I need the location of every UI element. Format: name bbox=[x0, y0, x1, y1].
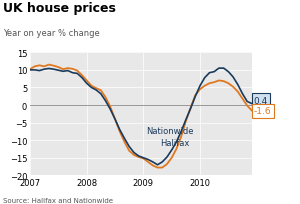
Text: Source: Halifax and Nationwide: Source: Halifax and Nationwide bbox=[3, 197, 113, 203]
Text: Nationwide: Nationwide bbox=[146, 126, 194, 135]
Text: Halifax: Halifax bbox=[160, 139, 190, 148]
Text: UK house prices: UK house prices bbox=[3, 2, 116, 15]
Text: -1.6: -1.6 bbox=[254, 107, 272, 116]
Text: Year on year % change: Year on year % change bbox=[3, 29, 100, 38]
Text: 0.4: 0.4 bbox=[254, 96, 268, 105]
